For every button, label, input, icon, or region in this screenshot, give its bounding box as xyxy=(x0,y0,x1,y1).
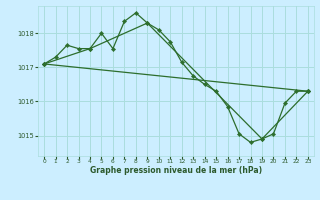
X-axis label: Graphe pression niveau de la mer (hPa): Graphe pression niveau de la mer (hPa) xyxy=(90,166,262,175)
